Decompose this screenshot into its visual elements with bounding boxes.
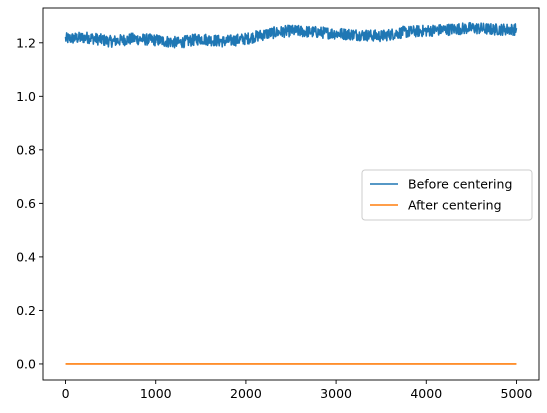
x-tick-label: 2000 bbox=[230, 386, 262, 401]
y-tick-label: 0.6 bbox=[16, 196, 36, 211]
y-tick-label: 0.0 bbox=[16, 356, 36, 371]
x-tick-label: 0 bbox=[62, 386, 70, 401]
y-tick-label: 0.8 bbox=[16, 142, 36, 157]
y-tick-label: 1.0 bbox=[16, 89, 36, 104]
legend-label-0: Before centering bbox=[408, 177, 512, 192]
legend: Before centering After centering bbox=[361, 169, 533, 221]
x-tick-label: 3000 bbox=[320, 386, 352, 401]
plot-area bbox=[64, 21, 518, 365]
axes: 0 1000 2000 3000 4000 5000 0.0 0.2 0.4 0.6 0.8 1.0 1… bbox=[16, 7, 540, 401]
x-tick-label: 4000 bbox=[410, 386, 442, 401]
y-tick-label: 0.2 bbox=[16, 303, 36, 318]
legend-label-1: After centering bbox=[408, 198, 502, 213]
axes-frame bbox=[42, 7, 540, 381]
y-tick-label: 0.4 bbox=[16, 249, 36, 264]
series-line-0 bbox=[64, 21, 518, 49]
x-tick-label: 1000 bbox=[140, 386, 172, 401]
legend-box bbox=[361, 169, 533, 221]
x-tick-label: 5000 bbox=[501, 386, 533, 401]
y-tick-label: 1.2 bbox=[16, 35, 36, 50]
